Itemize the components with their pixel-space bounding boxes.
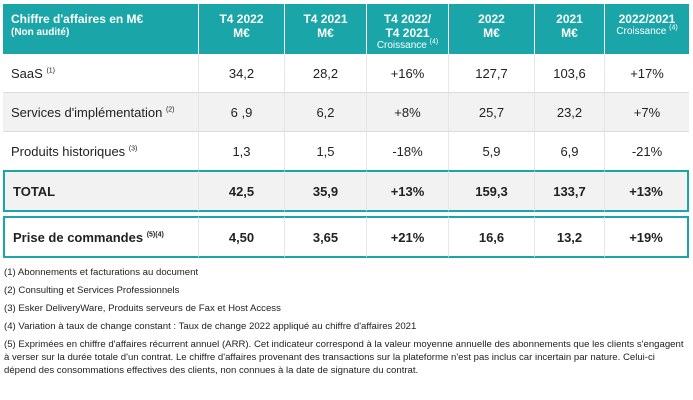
header-q4-2021: T4 2021 M€ (285, 4, 367, 54)
orders-label: Prise de commandes (5)(4) (3, 216, 199, 258)
header-q4-growth: T4 2022/ T4 2021 Croissance (4) (367, 4, 449, 54)
row-label-text: Services d'implémentation (11, 104, 163, 120)
header-title: Chiffre d'affaires en M€ (11, 12, 144, 26)
cell-value: 1,5 (285, 132, 367, 170)
row-note: (3) (128, 145, 138, 153)
header-q4-2022-unit: M€ (233, 26, 250, 40)
row-label: SaaS (1) (3, 54, 199, 93)
header-2021: 2021 M€ (535, 4, 605, 54)
cell-value: 103,6 (535, 54, 605, 93)
total-value: 35,9 (285, 170, 367, 212)
cell-value: 25,7 (449, 93, 535, 132)
orders-value: 3,65 (285, 216, 367, 258)
header-2021-unit: M€ (561, 26, 578, 40)
header-annual-growth-label: Croissance (616, 26, 667, 37)
cell-value: -21% (605, 132, 689, 170)
orders-label-text: Prise de commandes (13, 229, 144, 245)
footnote: (3) Esker DeliveryWare, Produits serveur… (4, 303, 281, 314)
row-label: Produits historiques (3) (3, 132, 199, 170)
cell-value: 34,2 (199, 54, 285, 93)
row-label-text: SaaS (11, 65, 43, 81)
header-q4-2021-year: T4 2021 (303, 12, 348, 26)
table-row: Produits historiques (3) 1,3 1,5 -18% 5,… (3, 132, 689, 170)
header-annual-growth: 2022/2021 Croissance (4) (605, 4, 689, 54)
row-label-text: Produits historiques (11, 143, 126, 159)
header-revenue-label: Chiffre d'affaires en M€ (Non audité) (3, 4, 199, 54)
cell-value: +17% (605, 54, 689, 93)
cell-value: 28,2 (285, 54, 367, 93)
header-2022: 2022 M€ (449, 4, 535, 54)
footnotes: (1) Abonnements et facturations au docum… (4, 266, 688, 382)
cell-value: 127,7 (449, 54, 535, 93)
table-row: SaaS (1) 34,2 28,2 +16% 127,7 103,6 +17% (3, 54, 689, 93)
orders-value: +21% (367, 216, 449, 258)
total-label: TOTAL (3, 170, 199, 212)
row-label: Services d'implémentation (2) (3, 93, 199, 132)
orders-value: 4,50 (199, 216, 285, 258)
total-value: 42,5 (199, 170, 285, 212)
cell-value: +16% (367, 54, 449, 93)
cell-value: 23,2 (535, 93, 605, 132)
cell-value: 6 ,9 (199, 93, 285, 132)
footnote: (1) Abonnements et facturations au docum… (4, 267, 199, 278)
header-q4-2021-unit: M€ (317, 26, 334, 40)
cell-value: -18% (367, 132, 449, 170)
header-2021-year: 2021 (556, 12, 583, 26)
orders-row: Prise de commandes (5)(4) 4,50 3,65 +21%… (3, 216, 689, 258)
header-subtitle: (Non audité) (11, 27, 70, 38)
cell-value: +8% (367, 93, 449, 132)
header-q4-2022: T4 2022 M€ (199, 4, 285, 54)
cell-value: 6,9 (535, 132, 605, 170)
revenue-table: Chiffre d'affaires en M€ (Non audité) T4… (3, 4, 689, 258)
row-gap (3, 212, 689, 216)
header-q4-growth-line2: T4 2021 (385, 26, 430, 40)
row-note: (1) (46, 67, 55, 75)
header-q4-growth-note: (4) (429, 38, 439, 46)
total-value: 159,3 (449, 170, 535, 212)
cell-value: 5,9 (449, 132, 535, 170)
table-row: Services d'implémentation (2) 6 ,9 6,2 +… (3, 93, 689, 132)
table-header-row: Chiffre d'affaires en M€ (Non audité) T4… (3, 4, 689, 54)
header-q4-2022-year: T4 2022 (219, 12, 264, 26)
total-value: 133,7 (535, 170, 605, 212)
orders-value: 13,2 (535, 216, 605, 258)
footnote: (2) Consulting et Services Professionnel… (4, 285, 180, 296)
orders-value: +19% (605, 216, 689, 258)
header-2022-unit: M€ (483, 26, 500, 40)
cell-value: 6,2 (285, 93, 367, 132)
total-value: +13% (367, 170, 449, 212)
cell-value: 1,3 (199, 132, 285, 170)
footnote: (5) Exprimées en chiffre d'affaires récu… (4, 339, 684, 376)
header-annual-growth-line1: 2022/2021 (618, 12, 676, 26)
cell-value: +7% (605, 93, 689, 132)
row-note: (2) (165, 106, 175, 114)
header-annual-growth-note: (4) (669, 24, 678, 32)
header-q4-growth-line1: T4 2022/ (383, 12, 432, 26)
orders-value: 16,6 (449, 216, 535, 258)
footnote: (4) Variation à taux de change constant … (4, 321, 417, 332)
header-2022-year: 2022 (478, 12, 505, 26)
total-value: +13% (605, 170, 689, 212)
total-row: TOTAL 42,5 35,9 +13% 159,3 133,7 +13% (3, 170, 689, 212)
header-q4-growth-label: Croissance (376, 40, 427, 51)
orders-note: (5)(4) (146, 231, 164, 239)
